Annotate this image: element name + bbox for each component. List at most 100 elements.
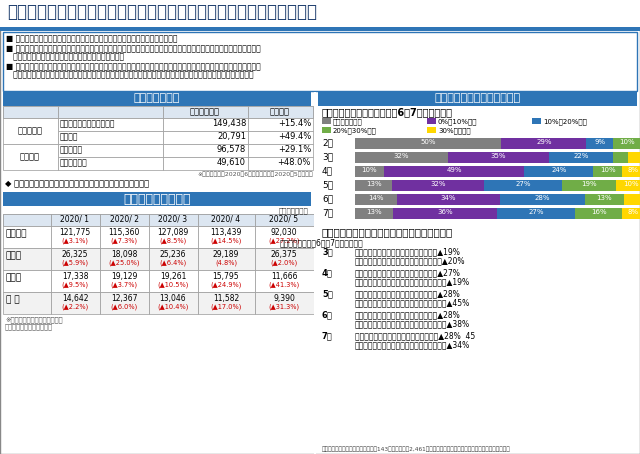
Bar xyxy=(248,131,313,144)
Text: 11,666: 11,666 xyxy=(271,272,297,281)
Bar xyxy=(100,270,149,292)
Bar xyxy=(355,180,392,191)
Text: 7月: 7月 xyxy=(322,331,333,340)
Bar xyxy=(163,144,248,157)
Text: (▲6.0%): (▲6.0%) xyxy=(110,303,138,310)
Text: 鉄鋼厚板・金属薄板・地金等金属素材：▲27%: 鉄鋼厚板・金属薄板・地金等金属素材：▲27% xyxy=(355,268,461,277)
Bar xyxy=(355,166,384,177)
Bar xyxy=(3,106,58,118)
Text: 3月: 3月 xyxy=(322,152,333,161)
Text: (▲14.5%): (▲14.5%) xyxy=(211,237,242,243)
Bar xyxy=(586,138,612,149)
Text: 26,375: 26,375 xyxy=(271,250,298,259)
Text: 8%: 8% xyxy=(628,167,639,173)
Text: 30%以上減少: 30%以上減少 xyxy=(438,127,470,133)
Text: 18,098: 18,098 xyxy=(111,250,137,259)
Bar xyxy=(448,152,549,163)
Bar xyxy=(58,144,163,157)
Text: 影響なし・増加: 影響なし・増加 xyxy=(333,118,363,124)
Bar xyxy=(100,226,149,248)
Text: ■ 国際物流については、各国の生産活動、消費の減少に伴い貿易貨物が大幅に減少した。一方で航空便においては、旅客: ■ 国際物流については、各国の生産活動、消費の減少に伴い貿易貨物が大幅に減少した… xyxy=(6,62,260,71)
Text: 49%: 49% xyxy=(446,167,462,173)
Bar xyxy=(624,194,640,205)
Bar xyxy=(612,138,640,149)
Text: (▲10.4%): (▲10.4%) xyxy=(157,303,189,310)
Text: 貨物自動車運送事業への影響: 貨物自動車運送事業への影響 xyxy=(435,93,521,103)
Text: 個数（千個）: 個数（千個） xyxy=(190,107,220,116)
Text: 9,390: 9,390 xyxy=(273,294,295,303)
Text: (▲31.3%): (▲31.3%) xyxy=(268,303,300,310)
Bar xyxy=(575,208,622,219)
Bar xyxy=(163,106,248,118)
Text: (▲41.3%): (▲41.3%) xyxy=(268,281,300,287)
Text: 2020/ 2: 2020/ 2 xyxy=(109,215,138,224)
Bar xyxy=(255,214,314,226)
Text: 日本郵便: 日本郵便 xyxy=(20,153,40,162)
Text: 29,189: 29,189 xyxy=(213,250,239,259)
Text: (▲7.3%): (▲7.3%) xyxy=(111,237,138,243)
Text: (▲2.0%): (▲2.0%) xyxy=(270,259,298,266)
Text: 対前年比: 対前年比 xyxy=(270,107,290,116)
Text: ◆ この他、佐川急便においても個人宅向けの配送が増加傾向。: ◆ この他、佐川急便においても個人宅向けの配送が増加傾向。 xyxy=(5,179,149,188)
Text: 鉄鋼厚板・金属薄板・地金等金属素材：▲28%  45: 鉄鋼厚板・金属薄板・地金等金属素材：▲28% 45 xyxy=(355,331,476,340)
Text: の輸入も減少したことから、低調な荷動きとなった。: の輸入も減少したことから、低調な荷動きとなった。 xyxy=(6,52,124,61)
Text: (▲6.4%): (▲6.4%) xyxy=(159,259,187,266)
Bar xyxy=(51,214,100,226)
Text: +29.1%: +29.1% xyxy=(278,145,311,154)
Text: 11,582: 11,582 xyxy=(213,294,239,303)
Text: 鉄鋼厚板・金属薄板・地金等金属素材：▲28%: 鉄鋼厚板・金属薄板・地金等金属素材：▲28% xyxy=(355,310,461,319)
Bar xyxy=(149,292,198,314)
Text: 19,129: 19,129 xyxy=(111,272,137,281)
Text: +48.0%: +48.0% xyxy=(278,158,311,167)
Text: 49,610: 49,610 xyxy=(217,158,246,167)
Text: ゆうパケット: ゆうパケット xyxy=(60,158,88,167)
Text: 米　国: 米 国 xyxy=(6,273,22,282)
Bar xyxy=(322,127,331,133)
Bar xyxy=(616,180,640,191)
Text: 2020/ 1: 2020/ 1 xyxy=(61,215,90,224)
Text: 25,236: 25,236 xyxy=(160,250,186,259)
Text: 宅配便取扱個数: 宅配便取扱個数 xyxy=(134,93,180,103)
Bar xyxy=(314,92,316,454)
Text: 127,089: 127,089 xyxy=(157,228,189,237)
Bar xyxy=(549,152,613,163)
Bar xyxy=(3,106,313,118)
Text: 6月: 6月 xyxy=(322,310,333,319)
Bar xyxy=(355,152,448,163)
Text: 19,261: 19,261 xyxy=(160,272,186,281)
Bar xyxy=(3,32,637,91)
Bar xyxy=(255,292,314,314)
Bar xyxy=(58,106,163,118)
Bar xyxy=(584,194,624,205)
Text: 113,439: 113,439 xyxy=(211,228,242,237)
Bar xyxy=(502,138,586,149)
Bar xyxy=(427,118,436,124)
Bar xyxy=(393,208,497,219)
Text: 出典：貿易統計（財務省）: 出典：貿易統計（財務省） xyxy=(5,323,53,330)
Bar xyxy=(562,180,616,191)
Bar xyxy=(0,30,640,31)
Bar xyxy=(613,152,628,163)
Text: (▲2.2%): (▲2.2%) xyxy=(61,303,88,310)
Text: 29%: 29% xyxy=(536,139,552,145)
Text: 12,367: 12,367 xyxy=(111,294,137,303)
Text: 17,338: 17,338 xyxy=(61,272,88,281)
Text: 14,642: 14,642 xyxy=(61,294,88,303)
Text: Ｅ Ｕ: Ｅ Ｕ xyxy=(6,295,20,304)
Text: 13%: 13% xyxy=(596,195,612,201)
Bar xyxy=(163,118,248,131)
Bar xyxy=(248,118,313,131)
Text: (4.8%): (4.8%) xyxy=(215,259,237,266)
Text: (▲25.0%): (▲25.0%) xyxy=(108,259,140,266)
Bar xyxy=(593,166,622,177)
Text: 14%: 14% xyxy=(369,195,384,201)
Bar xyxy=(622,166,640,177)
Bar xyxy=(355,194,397,205)
Text: （単位：億円）: （単位：億円） xyxy=(278,207,308,214)
Bar xyxy=(248,106,313,118)
Text: ヤマト運輸: ヤマト運輸 xyxy=(17,127,42,135)
Text: 7月: 7月 xyxy=(322,208,333,217)
Text: ゆうパック: ゆうパック xyxy=(60,145,83,154)
Text: (▲5.9%): (▲5.9%) xyxy=(61,259,88,266)
Bar xyxy=(3,144,58,170)
